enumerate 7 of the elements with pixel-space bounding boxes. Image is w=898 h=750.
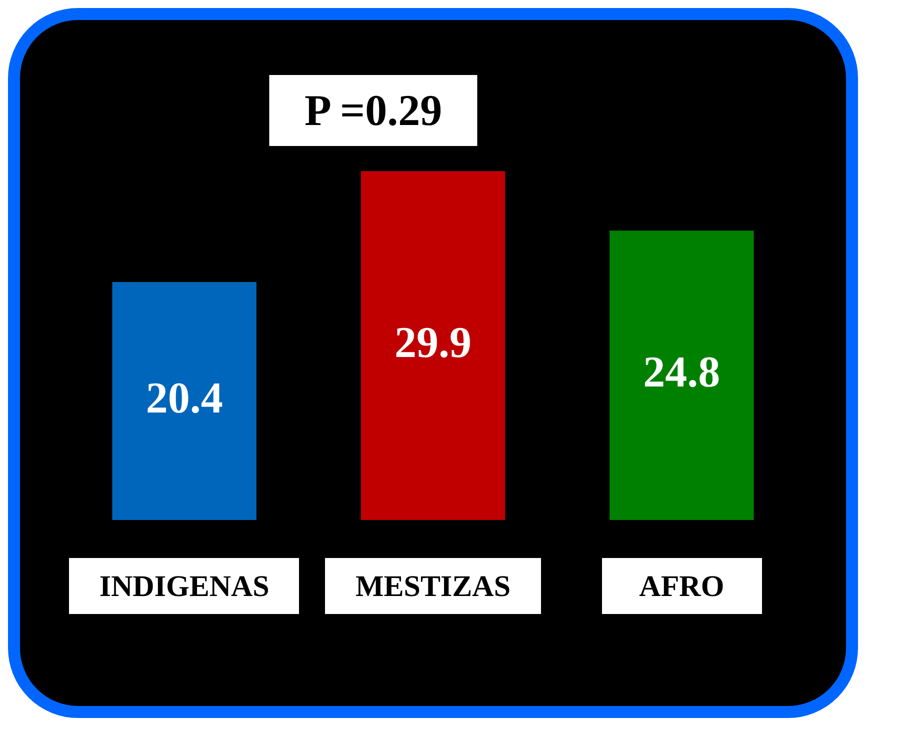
data-label: 24.8	[643, 348, 720, 397]
data-label: 29.9	[394, 318, 472, 367]
text: P =0.29	[270, 75, 478, 146]
x-tick-label: MESTIZAS	[355, 570, 511, 603]
x-tick-label: INDIGENAS	[99, 570, 270, 603]
x-tick-label: AFRO	[639, 570, 724, 603]
data-label: 20.4	[146, 373, 223, 422]
